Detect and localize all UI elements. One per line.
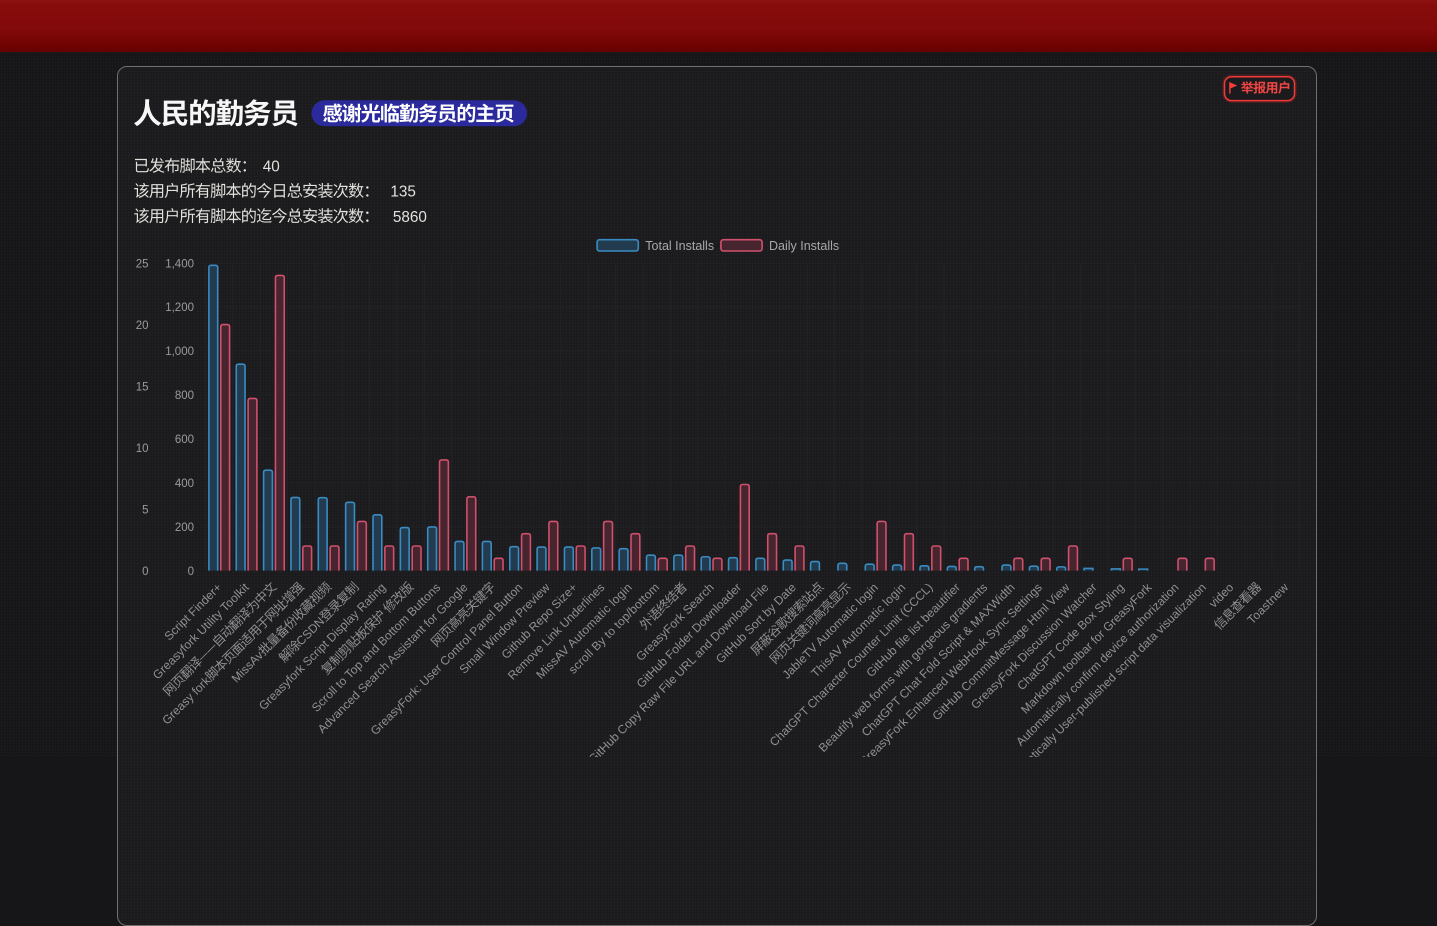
svg-text:5860: 5860 [393,209,427,226]
svg-text:135: 135 [390,184,416,201]
svg-text:600: 600 [175,434,194,446]
svg-text:1,400: 1,400 [165,258,194,270]
svg-text:20: 20 [136,320,149,332]
svg-text:1,200: 1,200 [165,302,194,314]
svg-text:25: 25 [136,258,149,270]
svg-text:10: 10 [136,443,149,455]
svg-text:15: 15 [136,381,149,393]
svg-text:0: 0 [142,566,148,578]
svg-text:200: 200 [175,522,194,534]
svg-text:0: 0 [188,566,194,578]
svg-text:800: 800 [175,390,194,402]
svg-text:Daily Installs: Daily Installs [769,239,839,253]
svg-text:40: 40 [263,159,280,176]
svg-text:1,000: 1,000 [165,346,194,358]
svg-text:5: 5 [142,504,148,516]
svg-text:MissAv: MissAv [229,648,266,685]
svg-text:Total Installs: Total Installs [645,239,714,253]
svg-text:Greasy fork: Greasy fork [159,673,213,727]
svg-text:400: 400 [175,478,194,490]
